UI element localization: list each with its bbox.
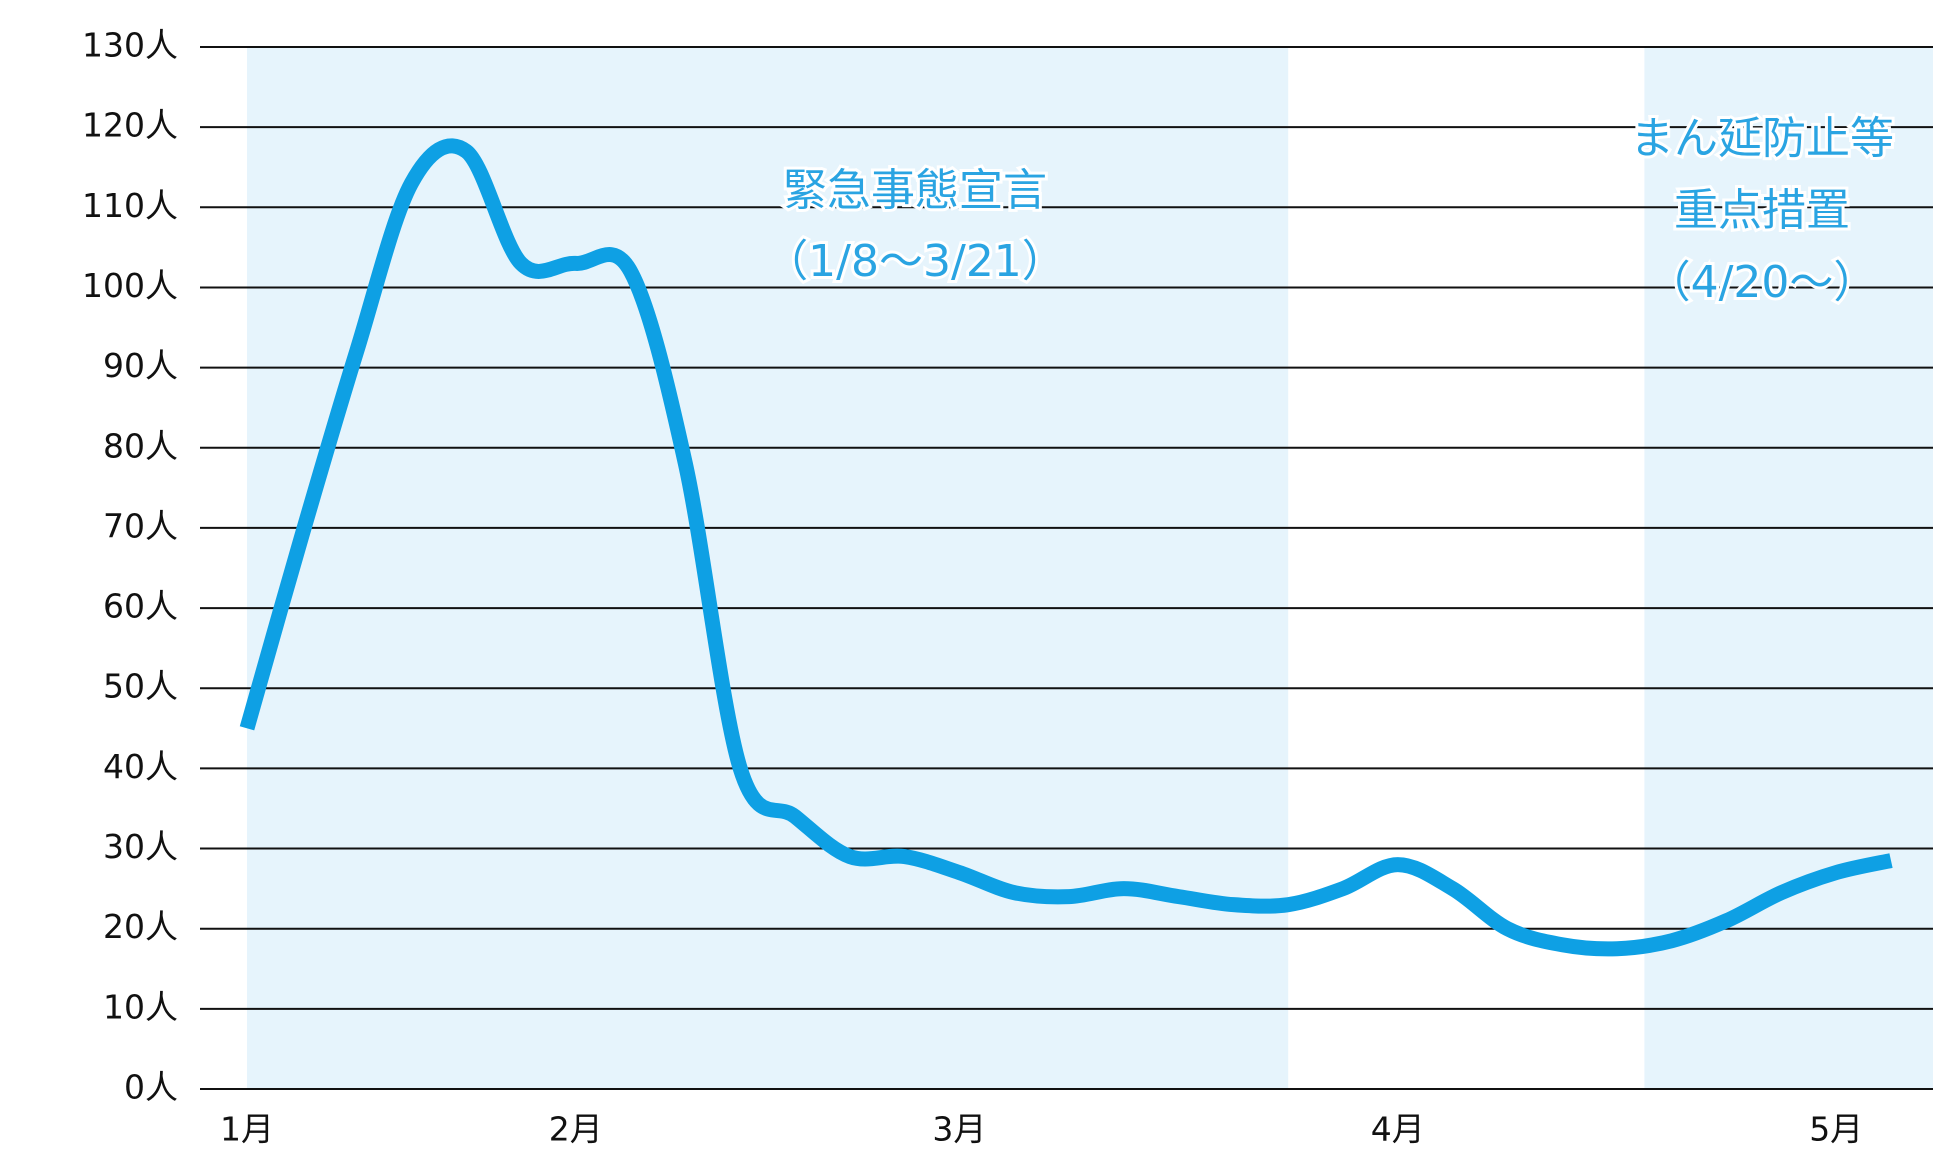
period-label: （4/20～） [1647,257,1878,308]
period-band [247,47,1289,1089]
period-label: 重点措置 [1674,185,1850,236]
y-tick-label: 100人 [82,266,178,305]
y-tick-label: 80人 [103,426,178,465]
y-tick-label: 110人 [82,186,178,225]
y-tick-label: 20人 [103,907,178,946]
y-tick-label: 30人 [103,827,178,866]
y-tick-label: 40人 [103,747,178,786]
y-tick-label: 10人 [103,987,178,1026]
y-tick-label: 130人 [82,26,178,65]
y-tick-label: 50人 [103,667,178,706]
y-tick-label: 60人 [103,587,178,626]
period-band [1644,47,1933,1089]
x-tick-label: 3月 [932,1110,986,1149]
x-tick-label: 4月 [1371,1110,1425,1149]
y-tick-label: 0人 [124,1068,178,1107]
data-line [239,138,1893,957]
period-label: （1/8～3/21） [764,236,1066,287]
x-tick-label: 5月 [1809,1110,1863,1149]
y-tick-label: 90人 [103,346,178,385]
period-label: 緊急事態宣言 [783,165,1047,216]
x-tick-label: 1月 [220,1110,274,1149]
period-label: まん延防止等 [1630,113,1894,164]
y-tick-label: 70人 [103,506,178,545]
y-tick-label: 120人 [82,106,178,145]
x-tick-label: 2月 [549,1110,603,1149]
